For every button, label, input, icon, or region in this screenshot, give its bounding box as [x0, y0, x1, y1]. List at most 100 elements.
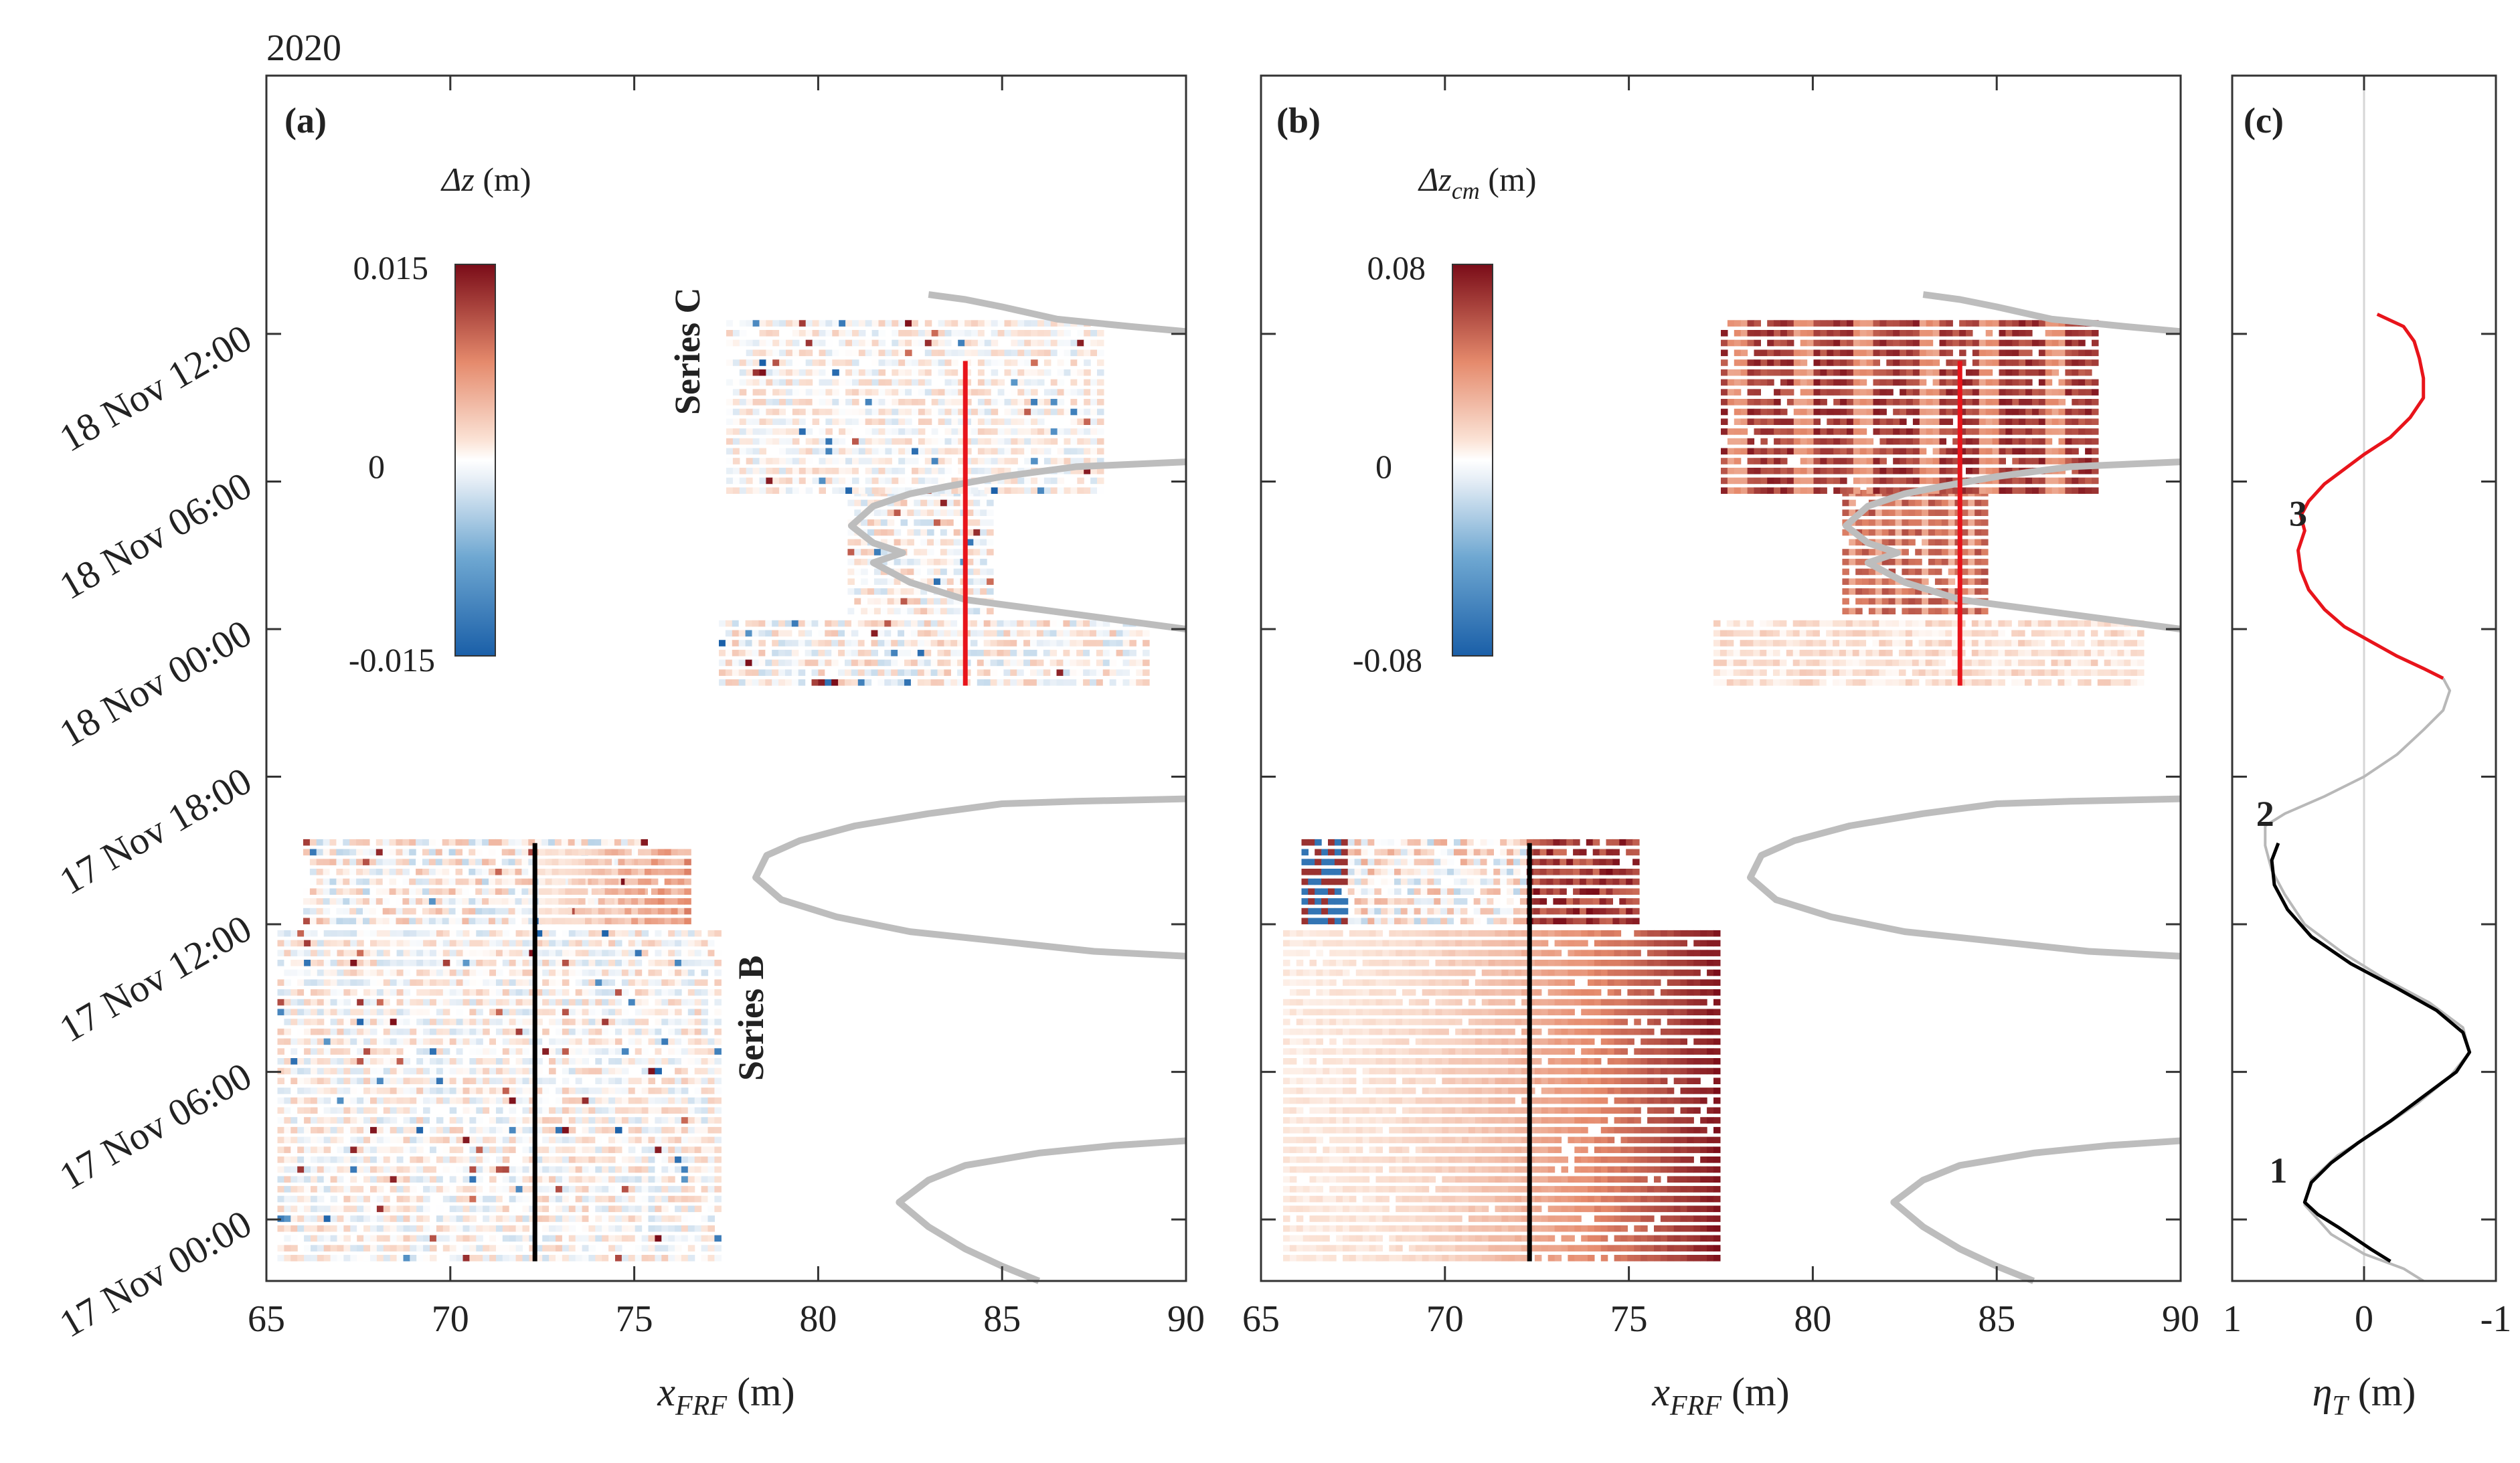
- a-cell: [515, 1038, 523, 1045]
- a-cell: [1143, 640, 1150, 647]
- a-cell: [778, 630, 786, 637]
- b-cell: [1303, 1255, 1311, 1262]
- a-cell: [343, 1186, 351, 1193]
- a-cell: [739, 477, 747, 485]
- a-cell: [694, 1038, 702, 1045]
- a-cell: [390, 969, 398, 976]
- a-cell: [455, 869, 463, 875]
- a-cell: [349, 918, 357, 925]
- a-cell: [714, 1078, 722, 1084]
- a-cell: [792, 320, 800, 327]
- a-cell: [884, 669, 892, 676]
- a-cell: [675, 1126, 682, 1134]
- a-cell: [416, 1097, 424, 1104]
- a-cell: [542, 1146, 550, 1153]
- a-cell: [714, 999, 722, 1006]
- a-cell: [1097, 359, 1104, 366]
- a-cell: [739, 359, 747, 366]
- a-cell: [635, 1126, 643, 1134]
- a-cell: [687, 1186, 695, 1193]
- a-cell: [416, 1058, 424, 1065]
- a-cell: [628, 930, 636, 937]
- a-cell: [786, 359, 793, 366]
- a-cell: [819, 320, 826, 327]
- a-cell: [1017, 320, 1025, 327]
- a-cell: [940, 529, 948, 536]
- a-cell: [549, 1117, 556, 1124]
- a-cell: [628, 1088, 636, 1094]
- a-cell: [628, 979, 636, 986]
- a-cell: [791, 649, 799, 657]
- a-cell: [864, 659, 872, 667]
- a-cell: [562, 1078, 570, 1084]
- b-cell: [1600, 1235, 1608, 1242]
- a-cell: [739, 487, 747, 494]
- a-cell: [687, 1117, 695, 1124]
- a-cell: [416, 869, 423, 875]
- a-cell: [608, 1136, 616, 1144]
- a-cell: [442, 888, 450, 895]
- a-cell: [588, 1028, 596, 1035]
- a-cell: [759, 339, 766, 347]
- a-cell: [927, 608, 934, 614]
- a-cell: [648, 940, 655, 947]
- a-cell: [927, 598, 934, 605]
- a-cell: [694, 960, 702, 966]
- a-cell: [390, 1195, 398, 1203]
- a-cell: [284, 1156, 291, 1163]
- a-cell: [845, 349, 853, 357]
- a-cell: [363, 930, 371, 937]
- a-cell: [502, 1195, 510, 1203]
- a-cell: [1004, 467, 1011, 475]
- a-cell: [376, 1225, 384, 1232]
- a-cell: [953, 499, 961, 507]
- a-cell: [316, 849, 324, 856]
- a-cell: [435, 839, 443, 846]
- a-cell: [428, 898, 436, 905]
- a-cell: [983, 659, 991, 667]
- b-cell: [1362, 1245, 1370, 1252]
- a-cell: [973, 578, 981, 585]
- a-cell: [542, 969, 550, 976]
- a-cell: [343, 1166, 351, 1173]
- a-cell: [648, 979, 655, 986]
- a-cell: [772, 630, 779, 637]
- a-cell: [476, 989, 483, 996]
- a-cell: [1004, 428, 1011, 435]
- a-cell: [330, 1078, 338, 1084]
- a-cell: [370, 1028, 377, 1035]
- a-cell: [588, 1255, 596, 1262]
- a-cell: [390, 1088, 398, 1094]
- a-cell: [759, 330, 766, 337]
- a-cell: [681, 1028, 689, 1035]
- a-cell: [455, 908, 463, 915]
- a-cell: [284, 940, 291, 947]
- a-cell: [1050, 428, 1058, 435]
- a-cell: [964, 389, 972, 396]
- a-cell: [681, 940, 689, 947]
- a-cell: [719, 669, 726, 676]
- b-cell: [1402, 1195, 1410, 1203]
- a-cell: [1024, 320, 1031, 327]
- a-cell: [765, 630, 772, 637]
- a-cell: [1017, 418, 1025, 425]
- a-cell: [455, 859, 463, 865]
- a-xtick-label: 65: [248, 1298, 285, 1340]
- a-cell: [463, 950, 470, 956]
- a-cell: [476, 1146, 483, 1153]
- a-cell: [671, 878, 679, 885]
- a-cell: [297, 999, 305, 1006]
- a-cell: [509, 1235, 517, 1242]
- a-cell: [396, 1195, 404, 1203]
- a-cell: [1070, 418, 1078, 425]
- a-cell: [681, 1156, 689, 1163]
- a-cell: [522, 1058, 529, 1065]
- a-cell: [1011, 369, 1018, 376]
- a-cell: [556, 979, 563, 986]
- a-cell: [1057, 399, 1065, 406]
- a-cell: [568, 839, 576, 846]
- a-cell: [578, 849, 586, 856]
- a-cell: [920, 509, 928, 516]
- a-cell: [403, 1078, 410, 1084]
- a-cell: [442, 839, 450, 846]
